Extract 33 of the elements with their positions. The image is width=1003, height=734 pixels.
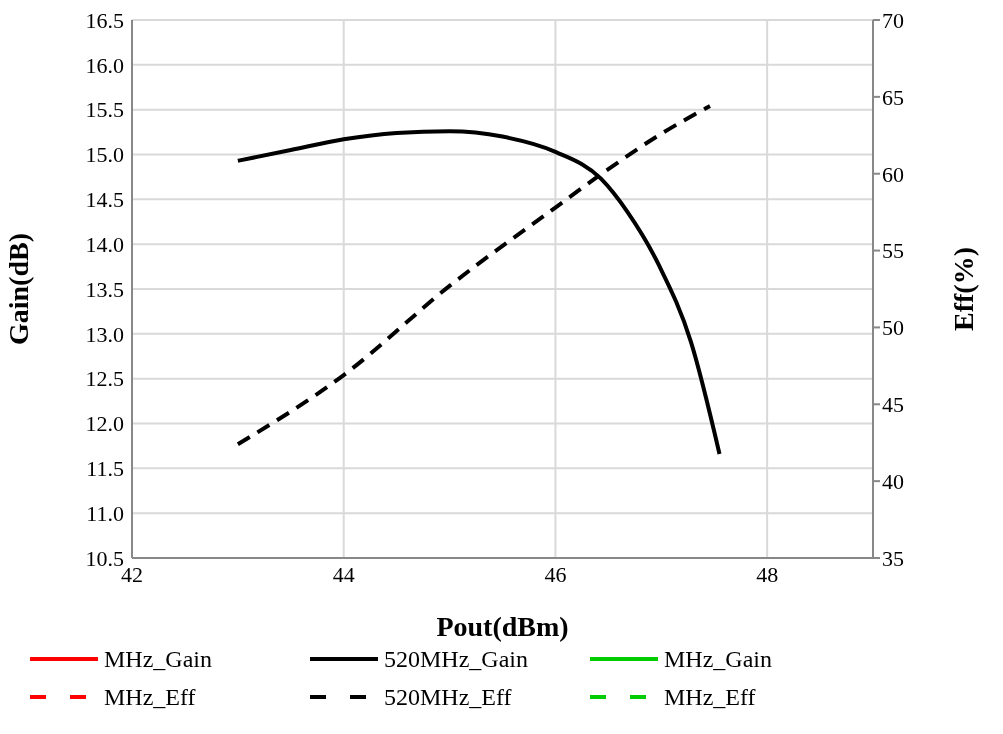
- y2-tick-label: 50: [882, 315, 904, 341]
- y-tick-label: 14.5: [85, 187, 124, 213]
- y-tick-label: 13.5: [85, 276, 124, 302]
- y-tick-label: 12.5: [85, 366, 124, 392]
- y-tick-label: 10.5: [85, 545, 124, 571]
- legend-label: MHz_Gain: [104, 645, 212, 673]
- y-tick-label: 12.0: [85, 411, 124, 437]
- y-tick-label: 11.5: [86, 456, 124, 482]
- legend-label: 520MHz_Eff: [384, 683, 512, 711]
- y2-tick-label: 70: [882, 7, 904, 33]
- y2-tick-label: 35: [882, 545, 904, 571]
- x-tick-label: 46: [544, 561, 567, 587]
- y-tick-label: 16.0: [85, 52, 124, 78]
- y2-axis-title: Eff(%): [947, 247, 979, 331]
- x-tick-label: 48: [756, 561, 779, 587]
- y2-tick-label: 55: [882, 238, 904, 264]
- y2-tick-label: 60: [882, 161, 904, 187]
- legend-label: 520MHz_Gain: [384, 645, 528, 673]
- y2-tick-label: 40: [882, 468, 904, 494]
- y-tick-label: 16.5: [85, 7, 124, 33]
- y-tick-label: 15.0: [85, 142, 124, 168]
- y2-tick-label: 65: [882, 84, 904, 110]
- legend-label: MHz_Gain: [664, 645, 772, 673]
- legend-label: MHz_Eff: [664, 683, 756, 711]
- x-tick-label: 44: [332, 561, 355, 587]
- legend-label: MHz_Eff: [104, 683, 196, 711]
- y-tick-label: 11.0: [86, 500, 124, 526]
- y-tick-label: 15.5: [85, 97, 124, 123]
- y-tick-label: 14.0: [85, 231, 124, 257]
- y-axis-title: Gain(dB): [2, 232, 34, 346]
- y2-tick-label: 45: [882, 392, 904, 418]
- y-tick-label: 13.0: [85, 321, 124, 347]
- x-axis-title: Pout(dBm): [436, 611, 569, 642]
